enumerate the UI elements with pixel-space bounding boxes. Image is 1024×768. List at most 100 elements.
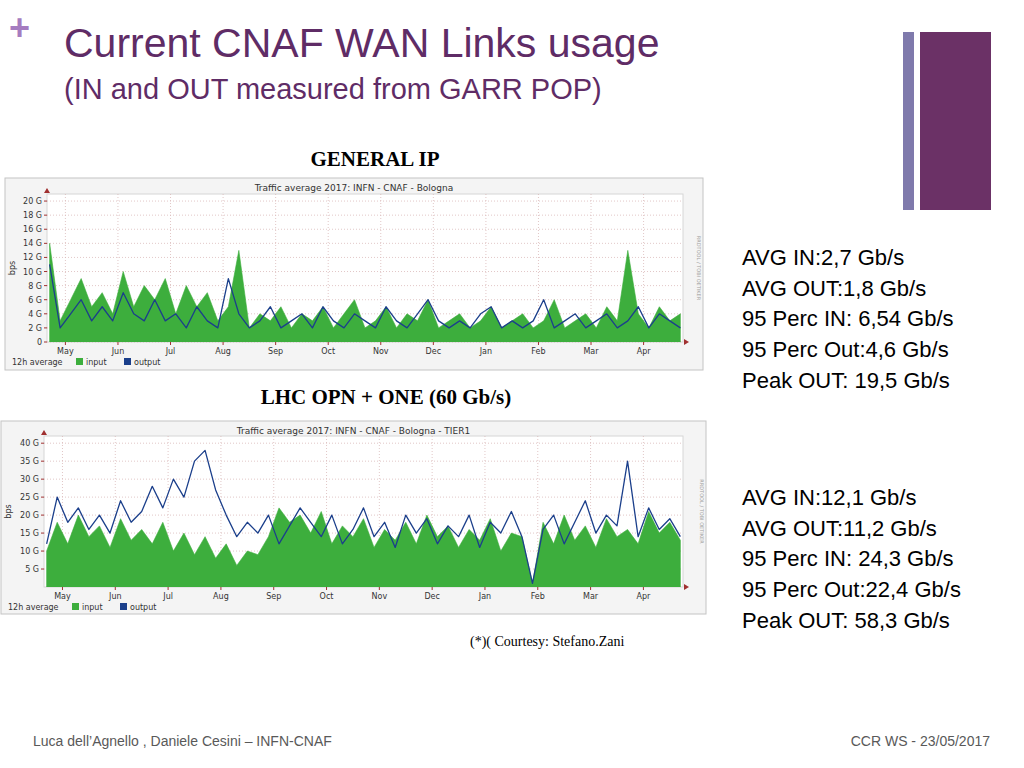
tick-mark xyxy=(537,587,538,590)
tick-label: Jun xyxy=(108,592,122,601)
grid-line xyxy=(44,497,683,498)
tick-label: Apr xyxy=(637,347,652,356)
tick-label: 40 G xyxy=(20,439,39,448)
annotation: RRDTOOL / TOBI OETIKER xyxy=(699,479,705,544)
tick-label: 10 G xyxy=(23,268,42,277)
tick-label: Jul xyxy=(162,592,173,601)
tick-mark xyxy=(643,342,644,345)
tick-mark xyxy=(44,342,47,343)
decor-bar xyxy=(903,32,914,210)
grid-line xyxy=(44,515,683,516)
line-series xyxy=(50,264,681,327)
chart: Traffic average 2017: INFN - CNAF - Bolo… xyxy=(1,421,706,614)
tick-mark xyxy=(379,587,380,590)
tick-mark xyxy=(41,461,44,462)
stat-line: 95 Perc IN: 24,3 Gb/s xyxy=(742,546,954,571)
tick-mark xyxy=(44,229,47,230)
axis-arrow xyxy=(684,584,689,590)
stat-line: 95 Perc IN: 6,54 Gb/s xyxy=(742,306,954,331)
tick-mark xyxy=(117,342,118,345)
chart-background xyxy=(1,421,706,614)
tick-mark xyxy=(328,342,329,345)
stat-line: 95 Perc Out:4,6 Gb/s xyxy=(742,337,949,362)
tick-mark xyxy=(170,342,171,345)
legend-swatch xyxy=(76,358,83,365)
grid-line xyxy=(47,285,683,286)
tick-mark xyxy=(41,497,44,498)
tick-label: Jul xyxy=(165,347,176,356)
axis-arrow xyxy=(44,188,50,193)
stat-line: AVG IN:2,7 Gb/s xyxy=(742,245,904,270)
tick-mark xyxy=(44,299,47,300)
tick-label: Oct xyxy=(320,592,334,601)
chart-heading: LHC OPN + ONE (60 Gb/s) xyxy=(261,385,512,409)
tick-label: Oct xyxy=(321,347,335,356)
tick-mark xyxy=(115,587,116,590)
grid-line xyxy=(538,194,539,342)
title: Current CNAF WAN Links usage xyxy=(64,20,659,66)
y-axis-label: bps xyxy=(8,261,17,275)
tick-mark xyxy=(432,587,433,590)
line-series xyxy=(47,450,681,583)
tick-mark xyxy=(484,587,485,590)
chart-title: Traffic average 2017: INFN - CNAF - Bolo… xyxy=(254,183,454,193)
tick-label: Dec xyxy=(424,592,439,601)
tick-label: Jan xyxy=(479,347,492,356)
annotation: 12h average xyxy=(8,603,59,612)
tick-label: 5 G xyxy=(25,565,39,574)
grid-line xyxy=(47,229,683,230)
tick-label: Apr xyxy=(636,592,651,601)
series-group xyxy=(50,243,681,342)
stat-line: AVG OUT:11,2 Gb/s xyxy=(742,516,937,541)
tick-label: 25 G xyxy=(20,493,39,502)
legend-label: input xyxy=(86,358,107,367)
legend-label: output xyxy=(134,358,160,367)
decor-block xyxy=(920,32,991,210)
grid-line xyxy=(47,215,683,216)
tick-label: 0 xyxy=(37,338,42,347)
tick-mark xyxy=(591,342,592,345)
grid-line xyxy=(47,243,683,244)
chart-background xyxy=(5,178,703,370)
grid-line xyxy=(591,194,592,342)
chart: Traffic average 2017: INFN - CNAF - Bolo… xyxy=(5,178,703,370)
courtesy: (*)( Courtesy: Stefano.Zani xyxy=(470,634,624,650)
y-axis-label: bps xyxy=(4,504,13,518)
tick-label: Sep xyxy=(268,347,283,356)
tick-mark xyxy=(590,587,591,590)
area-series xyxy=(47,508,681,587)
stat-line: Peak OUT: 58,3 Gb/s xyxy=(742,608,950,633)
legend-label: input xyxy=(82,603,103,612)
tick-label: Aug xyxy=(213,592,229,601)
tick-label: Sep xyxy=(266,592,281,601)
plot-frame xyxy=(47,194,683,342)
tick-label: Nov xyxy=(372,592,388,601)
axis-arrow xyxy=(684,339,689,345)
tick-label: 16 G xyxy=(23,225,42,234)
stat-line: 95 Perc Out:22,4 Gb/s xyxy=(742,577,961,602)
axis-arrow xyxy=(41,430,47,435)
grid-line xyxy=(643,194,644,342)
tick-mark xyxy=(41,569,44,570)
tick-label: 12 G xyxy=(23,253,42,262)
background xyxy=(0,0,1024,768)
bullet: + xyxy=(9,7,30,48)
tick-mark xyxy=(41,479,44,480)
tick-label: 20 G xyxy=(20,511,39,520)
tick-mark xyxy=(44,313,47,314)
tick-label: 2 G xyxy=(28,324,42,333)
footer-left: Luca dell’Agnello , Daniele Cesini – INF… xyxy=(33,733,332,749)
legend-swatch xyxy=(120,603,127,610)
plot-frame xyxy=(44,436,683,587)
grid-line xyxy=(44,443,683,444)
tick-label: 35 G xyxy=(20,457,39,466)
tick-label: Nov xyxy=(373,347,389,356)
tick-label: Feb xyxy=(531,592,545,601)
stat-line: Peak OUT: 19,5 Gb/s xyxy=(742,368,950,393)
tick-label: Jan xyxy=(478,592,491,601)
tick-mark xyxy=(41,551,44,552)
tick-mark xyxy=(65,342,66,345)
tick-mark xyxy=(44,271,47,272)
tick-mark xyxy=(223,342,224,345)
tick-label: Feb xyxy=(531,347,545,356)
